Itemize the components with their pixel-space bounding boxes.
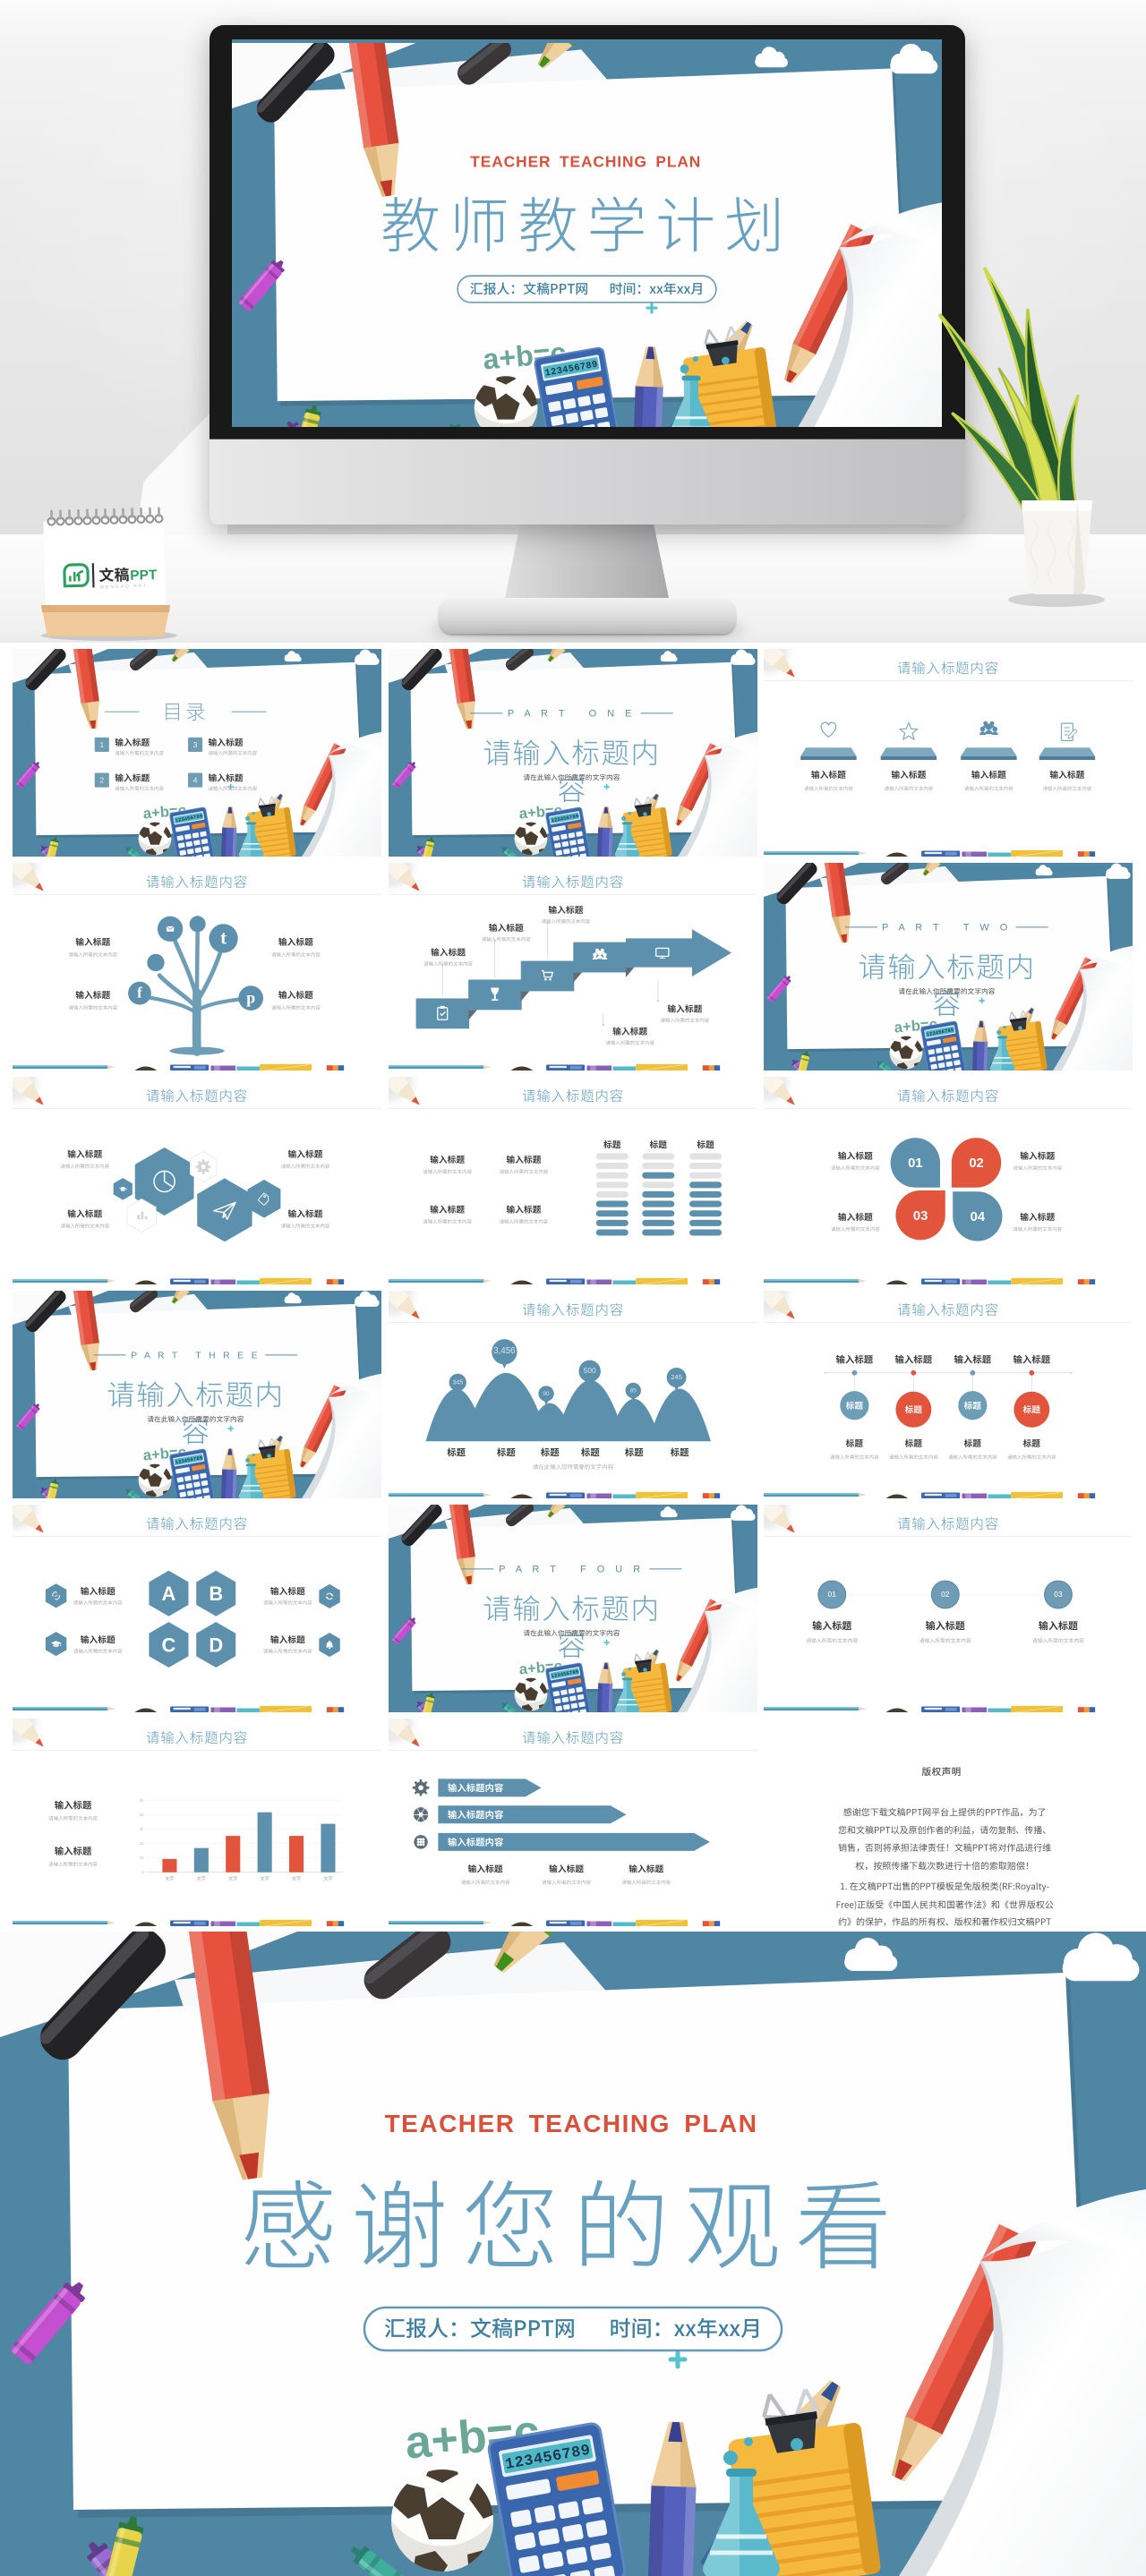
svg-text:2: 2 xyxy=(99,776,104,785)
svg-text:C: C xyxy=(162,1633,176,1656)
svg-text:345: 345 xyxy=(452,1378,463,1386)
svg-text:P A R T F O U R: P A R T F O U R xyxy=(499,1564,644,1574)
svg-text:10: 10 xyxy=(140,1855,144,1860)
svg-text:PPT: PPT xyxy=(130,567,158,584)
svg-text:0: 0 xyxy=(141,1870,144,1874)
svg-text:p: p xyxy=(246,988,255,1006)
svg-text:01: 01 xyxy=(828,1590,837,1599)
svg-text:TEACHER TEACHING PLAN: TEACHER TEACHING PLAN xyxy=(470,153,701,171)
svg-text:02: 02 xyxy=(941,1590,950,1599)
svg-text:3: 3 xyxy=(193,740,198,749)
svg-text:P A R T O N E: P A R T O N E xyxy=(507,708,635,719)
svg-text:4: 4 xyxy=(193,776,198,785)
svg-text:TEACHER TEACHING PLAN: TEACHER TEACHING PLAN xyxy=(385,2110,758,2137)
svg-text:3,456: 3,456 xyxy=(493,1346,515,1356)
svg-text:P A R T T W O: P A R T T W O xyxy=(882,922,1012,933)
svg-text:245: 245 xyxy=(671,1373,682,1381)
svg-text:f: f xyxy=(137,985,142,1002)
svg-text:D: D xyxy=(209,1633,223,1656)
svg-text:85: 85 xyxy=(629,1387,637,1394)
svg-text:20: 20 xyxy=(140,1841,144,1846)
svg-text:t: t xyxy=(220,927,227,949)
svg-text:30: 30 xyxy=(140,1827,144,1831)
svg-text:P A R T T H R E E: P A R T T H R E E xyxy=(131,1351,260,1361)
svg-text:03: 03 xyxy=(1054,1590,1063,1599)
svg-text:01: 01 xyxy=(908,1156,922,1171)
svg-text:04: 04 xyxy=(971,1210,986,1224)
svg-text:B: B xyxy=(209,1582,223,1605)
svg-text:WENGAO PPT: WENGAO PPT xyxy=(99,584,148,590)
svg-text:50: 50 xyxy=(140,1798,144,1803)
svg-text:500: 500 xyxy=(583,1366,595,1375)
svg-text:40: 40 xyxy=(140,1813,144,1817)
svg-text:02: 02 xyxy=(969,1156,983,1171)
svg-text:03: 03 xyxy=(913,1209,928,1224)
svg-text:90: 90 xyxy=(543,1391,550,1397)
svg-text:A: A xyxy=(162,1582,176,1605)
svg-text:1: 1 xyxy=(99,740,104,749)
